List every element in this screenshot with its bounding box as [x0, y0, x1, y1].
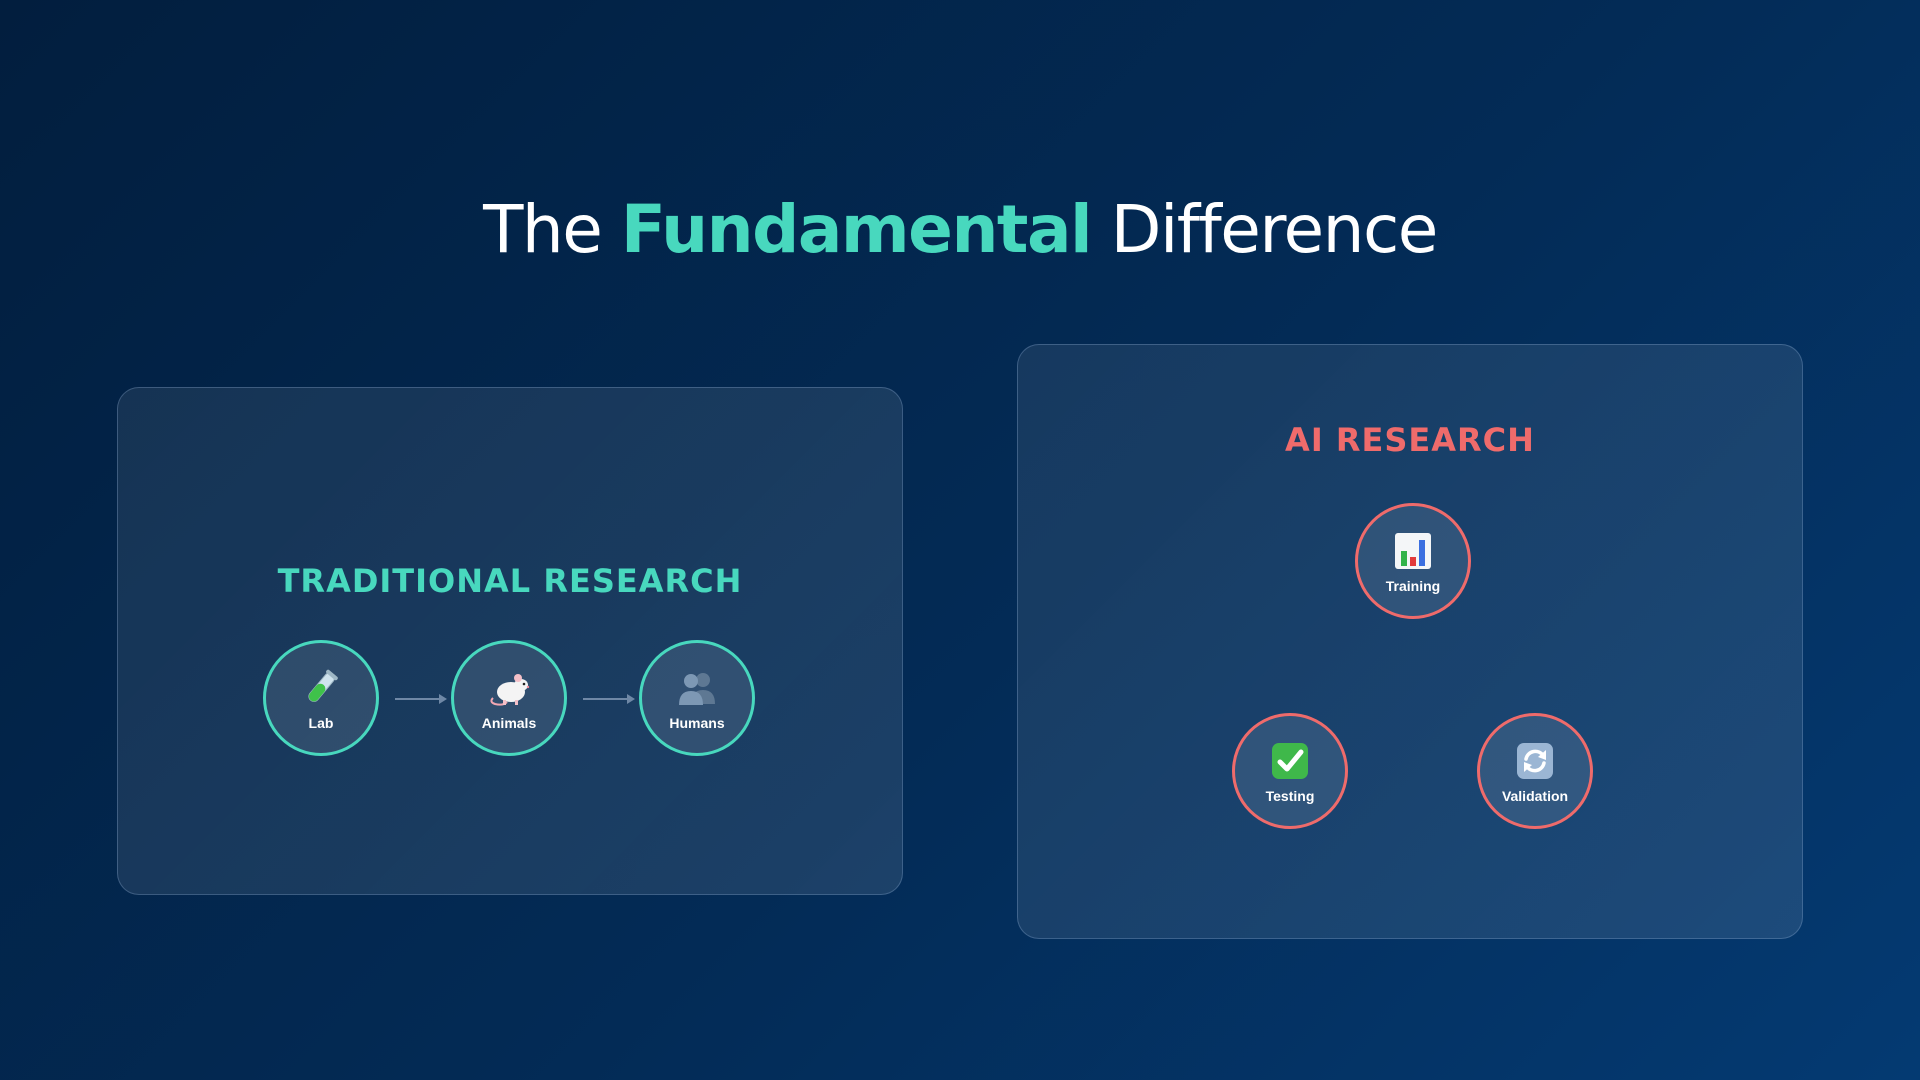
node-label-testing: Testing	[1265, 788, 1315, 804]
node-label-training: Training	[1385, 578, 1441, 594]
rat-icon	[487, 665, 531, 711]
slide-title: The Fundamental Difference	[0, 190, 1920, 270]
title-highlight: Fundamental	[620, 191, 1093, 268]
node-animals: Animals	[451, 640, 567, 756]
node-lab: Lab	[263, 640, 379, 756]
refresh-icon	[1515, 738, 1555, 784]
ai-research-panel: AI RESEARCH Training Testing	[1017, 344, 1803, 939]
traditional-research-panel: TRADITIONAL RESEARCH Lab	[117, 387, 903, 895]
node-humans: Humans	[639, 640, 755, 756]
node-label-validation: Validation	[1501, 788, 1569, 804]
node-testing: Testing	[1232, 713, 1348, 829]
arrow-animals-to-humans	[583, 694, 635, 704]
title-suffix: Difference	[1110, 191, 1439, 268]
people-icon	[675, 665, 719, 711]
node-label-animals: Animals	[481, 715, 537, 731]
arrow-lab-to-animals	[395, 694, 447, 704]
node-label-humans: Humans	[669, 715, 725, 731]
bar-chart-icon	[1393, 528, 1433, 574]
title-prefix: The	[483, 191, 603, 268]
node-validation: Validation	[1477, 713, 1593, 829]
test-tube-icon	[301, 665, 341, 711]
traditional-research-heading: TRADITIONAL RESEARCH	[277, 562, 743, 600]
check-mark-icon	[1270, 738, 1310, 784]
node-training: Training	[1355, 503, 1471, 619]
node-label-lab: Lab	[308, 715, 334, 731]
ai-research-heading: AI RESEARCH	[1285, 421, 1535, 459]
